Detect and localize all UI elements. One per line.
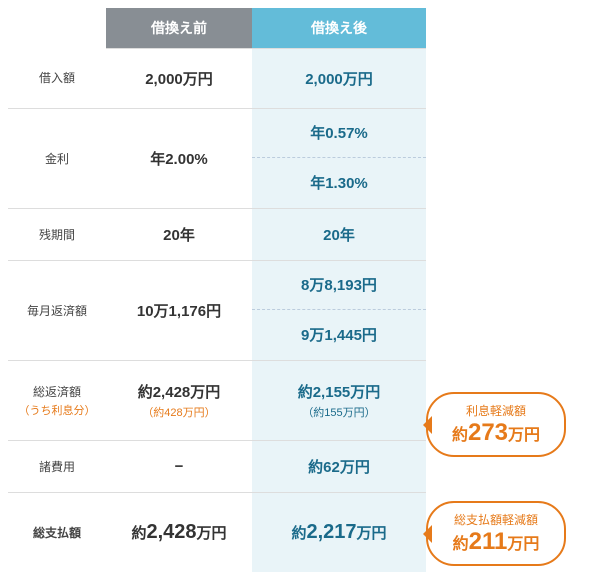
- fees-after: 約62万円: [252, 440, 426, 492]
- header-row: 借換え前 借換え後: [8, 8, 426, 48]
- callouts-column: 利息軽減額 約273万円 総支払額軽減額 約211万円: [426, 8, 566, 572]
- comparison-wrapper: 借換え前 借換え後 借入額 2,000万円 2,000万円 金利 年2.00% …: [8, 8, 594, 572]
- callout-total-suffix: 万円: [507, 536, 539, 553]
- total-repay-after-sub: （約155万円）: [252, 404, 426, 420]
- callout-interest-num: 273: [468, 419, 508, 446]
- label-rate: 金利: [8, 108, 106, 208]
- total-repay-label: 総返済額: [8, 383, 106, 400]
- total-pay-after-suffix: 万円: [357, 525, 387, 542]
- monthly-after-1: 8万8,193円: [252, 261, 426, 311]
- callout-total-num: 211: [469, 528, 508, 555]
- rate-before: 年2.00%: [106, 108, 252, 208]
- callout-total-title: 総支払額軽減額: [442, 511, 550, 528]
- row-total-repay: 総返済額 （うち利息分） 約2,428万円 （約428万円） 約2,155万円 …: [8, 360, 426, 440]
- total-pay-after-num: 2,217: [306, 521, 356, 543]
- monthly-before: 10万1,176円: [106, 260, 252, 360]
- monthly-after-2: 9万1,445円: [252, 310, 426, 360]
- fees-before: −: [106, 440, 252, 492]
- total-repay-before-main: 約2,428万円: [106, 381, 252, 402]
- total-repay-sublabel: （うち利息分）: [8, 402, 106, 418]
- comparison-table: 借換え前 借換え後 借入額 2,000万円 2,000万円 金利 年2.00% …: [8, 8, 426, 572]
- label-term: 残期間: [8, 208, 106, 260]
- row-total-pay: 総支払額 約2,428万円 約2,217万円: [8, 492, 426, 572]
- total-repay-after: 約2,155万円 （約155万円）: [252, 360, 426, 440]
- callout-total-prefix: 約: [453, 536, 469, 553]
- label-monthly: 毎月返済額: [8, 260, 106, 360]
- rate-after-1: 年0.57%: [252, 109, 426, 159]
- row-term: 残期間 20年 20年: [8, 208, 426, 260]
- total-repay-after-main: 約2,155万円: [252, 381, 426, 402]
- loan-after: 2,000万円: [252, 48, 426, 108]
- callout-total-value: 約211万円: [442, 528, 550, 556]
- header-before: 借換え前: [106, 8, 252, 48]
- row-loan: 借入額 2,000万円 2,000万円: [8, 48, 426, 108]
- total-pay-after: 約2,217万円: [252, 492, 426, 572]
- term-before: 20年: [106, 208, 252, 260]
- callout-interest-saving: 利息軽減額 約273万円: [426, 392, 566, 457]
- row-fees: 諸費用 − 約62万円: [8, 440, 426, 492]
- label-total-pay: 総支払額: [8, 492, 106, 572]
- callout-total-saving: 総支払額軽減額 約211万円: [426, 501, 566, 566]
- total-repay-before-sub: （約428万円）: [106, 404, 252, 420]
- total-pay-before-suffix: 万円: [197, 525, 227, 542]
- callout-interest-title: 利息軽減額: [442, 402, 550, 419]
- label-fees: 諸費用: [8, 440, 106, 492]
- row-rate: 金利 年2.00% 年0.57% 年1.30%: [8, 108, 426, 208]
- label-loan: 借入額: [8, 48, 106, 108]
- label-total-repay: 総返済額 （うち利息分）: [8, 360, 106, 440]
- monthly-after: 8万8,193円 9万1,445円: [252, 260, 426, 360]
- total-pay-after-prefix: 約: [291, 525, 306, 542]
- row-monthly: 毎月返済額 10万1,176円 8万8,193円 9万1,445円: [8, 260, 426, 360]
- total-pay-before-num: 2,428: [146, 521, 196, 543]
- loan-before: 2,000万円: [106, 48, 252, 108]
- total-repay-before: 約2,428万円 （約428万円）: [106, 360, 252, 440]
- total-pay-before-prefix: 約: [131, 525, 146, 542]
- rate-after: 年0.57% 年1.30%: [252, 108, 426, 208]
- header-after: 借換え後: [252, 8, 426, 48]
- callout-interest-suffix: 万円: [508, 427, 540, 444]
- header-blank: [8, 8, 106, 48]
- rate-after-2: 年1.30%: [252, 158, 426, 208]
- total-pay-before: 約2,428万円: [106, 492, 252, 572]
- callout-interest-prefix: 約: [452, 427, 468, 444]
- term-after: 20年: [252, 208, 426, 260]
- callout-interest-value: 約273万円: [442, 419, 550, 447]
